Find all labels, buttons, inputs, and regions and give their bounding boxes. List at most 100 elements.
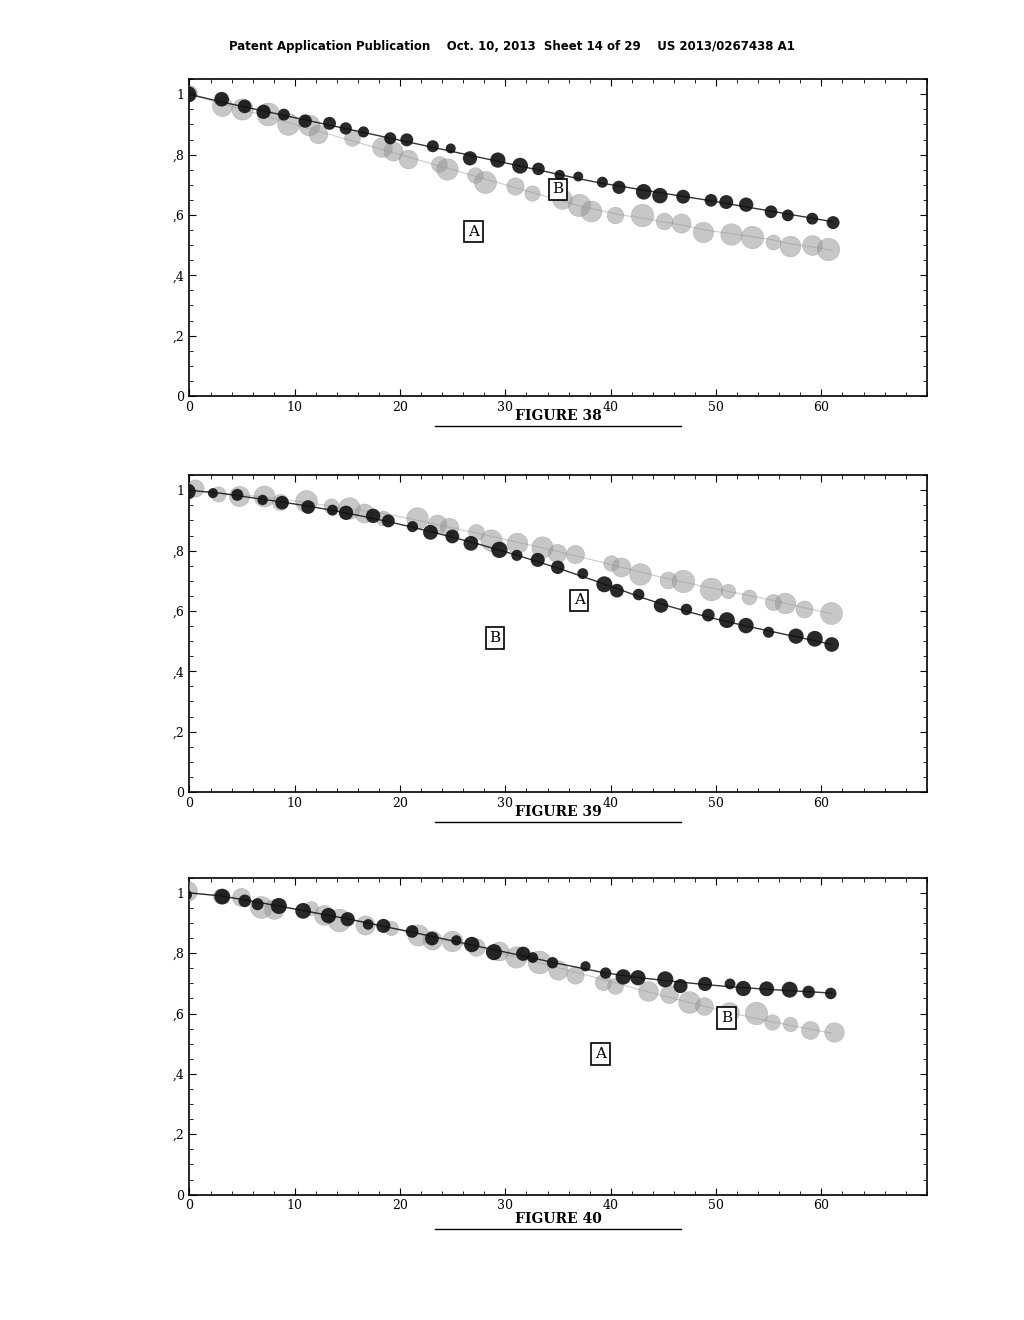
Point [316, 904, 333, 925]
Point [250, 894, 266, 915]
Point [566, 544, 583, 565]
Text: Patent Application Publication    Oct. 10, 2013  Sheet 14 of 29    US 2013/02674: Patent Application Publication Oct. 10, … [229, 40, 795, 53]
Point [524, 946, 541, 968]
Point [303, 898, 319, 919]
Point [804, 235, 820, 256]
Point [260, 103, 276, 124]
Point [214, 886, 230, 907]
Point [234, 98, 251, 119]
Point [301, 115, 317, 136]
Point [489, 149, 506, 170]
Point [552, 165, 568, 186]
Point [763, 201, 779, 222]
Point [655, 210, 672, 231]
Point [429, 513, 445, 535]
Point [823, 634, 840, 655]
Point [359, 913, 376, 935]
Point [205, 483, 221, 504]
Point [822, 983, 839, 1005]
Point [631, 583, 647, 605]
Point [255, 102, 271, 123]
Point [703, 578, 720, 599]
Point [340, 908, 356, 929]
Point [737, 615, 754, 636]
Point [781, 235, 798, 256]
Point [344, 128, 360, 149]
Point [702, 190, 719, 211]
Point [212, 886, 228, 907]
Point [508, 946, 524, 968]
Point [398, 129, 415, 150]
Point [738, 194, 755, 215]
Point [441, 516, 458, 537]
Point [356, 915, 373, 936]
Point [651, 185, 668, 206]
Point [523, 182, 540, 203]
Point [723, 224, 739, 246]
Point [819, 238, 836, 259]
Point [659, 569, 676, 590]
Text: FIGURE 39: FIGURE 39 [515, 805, 601, 820]
Point [422, 521, 438, 543]
Point [610, 177, 627, 198]
Point [807, 628, 823, 649]
Point [237, 96, 253, 117]
Point [439, 158, 456, 180]
Point [331, 909, 347, 931]
Point [759, 978, 775, 999]
Point [492, 540, 508, 561]
Point [443, 931, 460, 952]
Point [232, 887, 249, 908]
Point [425, 136, 441, 157]
Point [464, 935, 480, 956]
Point [700, 605, 717, 626]
Point [675, 186, 691, 207]
Point [355, 121, 372, 143]
Point [802, 1019, 818, 1040]
Point [467, 521, 483, 543]
Point [322, 112, 338, 133]
Point [796, 599, 812, 620]
Point [530, 158, 547, 180]
Point [444, 525, 461, 546]
Point [254, 490, 270, 511]
Point [271, 491, 288, 512]
Point [382, 128, 398, 149]
Point [764, 231, 780, 252]
Point [578, 956, 594, 977]
Point [529, 549, 546, 570]
Point [530, 952, 547, 973]
Point [178, 884, 195, 906]
Point [695, 995, 712, 1016]
Point [777, 593, 794, 614]
Point [463, 533, 479, 554]
Point [632, 564, 648, 585]
Point [410, 925, 426, 946]
Point [822, 602, 839, 623]
Point [507, 176, 523, 197]
Point [380, 511, 396, 532]
Point [743, 227, 760, 248]
Point [634, 205, 650, 226]
Point [741, 587, 758, 609]
Point [606, 975, 623, 997]
Point [673, 975, 689, 997]
Point [295, 900, 311, 921]
Point [660, 983, 677, 1005]
Point [597, 962, 613, 983]
Point [804, 209, 820, 230]
Point [341, 498, 357, 519]
Point [570, 166, 587, 187]
Point [574, 564, 591, 585]
Point [281, 114, 297, 135]
Point [213, 88, 229, 110]
Point [765, 591, 781, 612]
Point [178, 880, 195, 902]
Point [365, 506, 381, 527]
Text: A: A [573, 594, 585, 607]
Point [409, 507, 425, 528]
Point [554, 189, 570, 210]
Point [787, 626, 804, 647]
Point [764, 1011, 780, 1032]
Point [534, 536, 550, 557]
